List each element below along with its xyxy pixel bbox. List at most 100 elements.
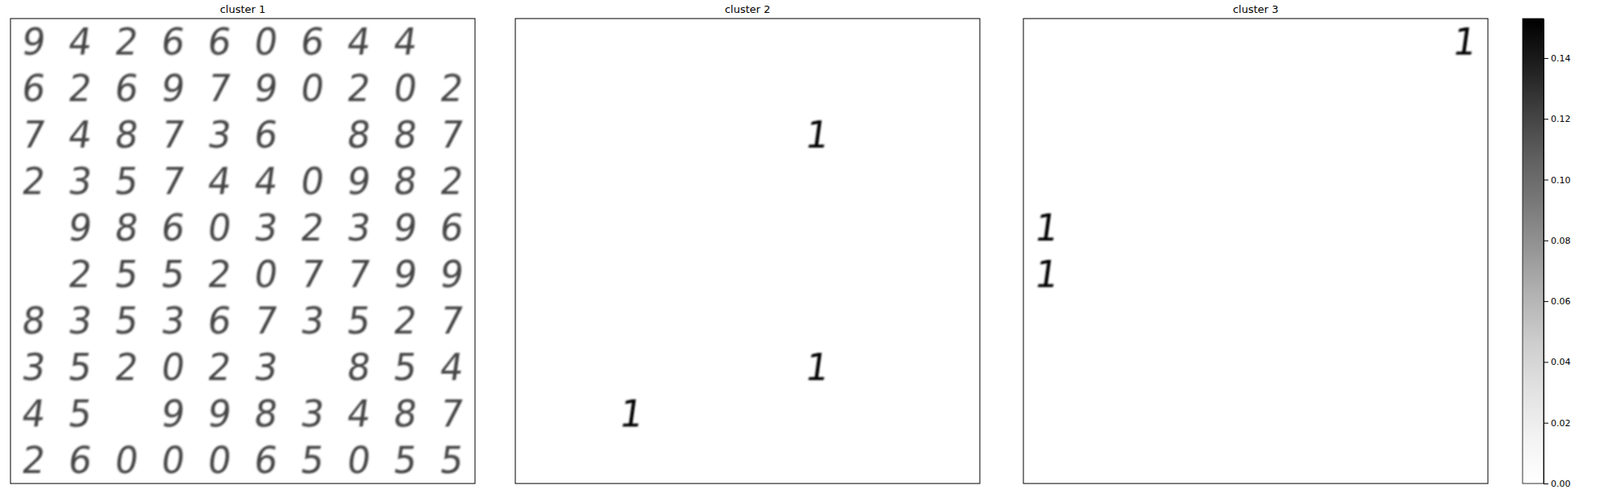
digit-cell: 7 — [204, 66, 234, 110]
digit-cell: 8 — [112, 206, 142, 250]
digit-cell: 3 — [251, 345, 281, 389]
digit-cell: 8 — [112, 113, 142, 157]
digit-cell: 7 — [251, 299, 281, 342]
digit-cell: 6 — [251, 113, 281, 157]
digit-cell: 9 — [19, 20, 49, 63]
digit-cell: 2 — [112, 20, 142, 63]
digit-cell: 2 — [112, 345, 142, 389]
digit-cell: 4 — [391, 20, 421, 63]
digit-cell: 0 — [112, 438, 142, 482]
colorbar-tick: 0.14 — [1543, 53, 1571, 64]
digit-cell: 9 — [158, 66, 188, 110]
digit-cell: 9 — [251, 66, 281, 110]
digit-cell: 4 — [251, 159, 281, 203]
tick-label: 0.04 — [1550, 356, 1571, 367]
digit-cell: 8 — [391, 159, 421, 203]
digit-cell: 7 — [437, 113, 467, 157]
panel-frame — [1023, 18, 1488, 484]
digit-cell: 0 — [158, 438, 188, 482]
digit-cell: 2 — [19, 159, 49, 203]
colorbar-tick: 0.02 — [1543, 417, 1571, 429]
digit-cell: 9 — [391, 252, 421, 296]
digit-cell: 7 — [297, 252, 327, 296]
digit-cell: 0 — [158, 345, 188, 389]
digit-cell: 3 — [297, 299, 327, 342]
colorbar-tick: 0.12 — [1543, 113, 1571, 125]
digit-cell: 8 — [391, 391, 421, 435]
digit-cell: 6 — [204, 20, 234, 63]
digit-cell: 6 — [112, 66, 142, 110]
digit-cell: 9 — [65, 206, 95, 250]
digit-cell: 0 — [204, 438, 234, 482]
digit-cell: 0 — [297, 159, 327, 203]
tick-label: 0.12 — [1550, 113, 1571, 125]
digit-cell: 0 — [344, 438, 374, 482]
digit-cell: 9 — [391, 206, 421, 250]
digit-cell: 9 — [158, 391, 188, 435]
digit-cell: 9 — [204, 391, 234, 435]
digit-cell: 7 — [437, 299, 467, 342]
digit-cell: 6 — [297, 20, 327, 63]
tick-mark — [1543, 422, 1549, 424]
digit-cell: 1 — [1032, 206, 1062, 250]
digit-cell: 6 — [158, 206, 188, 250]
panel-frame — [10, 18, 475, 484]
tick-mark — [1543, 179, 1549, 181]
chart: 9426606446269790202748736887235744098298… — [0, 0, 1600, 494]
digit-cell: 2 — [344, 66, 374, 110]
panel: 111 — [515, 18, 980, 484]
digit-cell: 8 — [19, 299, 49, 342]
digit-cell: 4 — [344, 391, 374, 435]
digit-cell: 2 — [204, 345, 234, 389]
cells: 111 — [616, 113, 832, 435]
digit-cell: 1 — [802, 345, 832, 389]
digit-cell: 2 — [437, 66, 467, 110]
digit-cell: 7 — [158, 159, 188, 203]
digit-cell: 1 — [616, 391, 646, 435]
digit-cell: 2 — [297, 206, 327, 250]
tick-mark — [1543, 361, 1549, 363]
digit-cell: 3 — [344, 206, 374, 250]
tick-label: 0.10 — [1550, 175, 1571, 186]
digit-cell: 5 — [112, 299, 142, 342]
digit-cell: 4 — [204, 159, 234, 203]
digit-cell: 7 — [437, 391, 467, 435]
digit-cell: 6 — [158, 20, 188, 63]
panel: 111 — [1023, 18, 1488, 484]
digit-cell: 2 — [204, 252, 234, 296]
tick-label: 0.14 — [1550, 53, 1571, 64]
tick-label: 0.00 — [1550, 478, 1571, 489]
digit-cell: 5 — [112, 252, 142, 296]
digit-cell: 5 — [391, 345, 421, 389]
digit-cell: 7 — [158, 113, 188, 157]
panel-title: cluster 1 — [220, 3, 267, 16]
digit-cell: 6 — [204, 299, 234, 342]
digit-cell: 3 — [204, 113, 234, 157]
panel-title: cluster 2 — [725, 3, 771, 16]
digit-cell: 5 — [437, 438, 467, 482]
tick-label: 0.02 — [1550, 417, 1571, 429]
digit-cell: 6 — [437, 206, 467, 250]
digit-cell: 1 — [1032, 252, 1062, 296]
digit-cell: 4 — [65, 20, 95, 63]
colorbar-tick: 0.06 — [1543, 295, 1571, 307]
digit-cell: 5 — [112, 159, 142, 203]
digit-cell: 9 — [437, 252, 467, 296]
tick-mark — [1543, 483, 1549, 484]
colorbar-axis: 0.000.020.040.060.080.100.120.14 — [1543, 19, 1571, 490]
cells: 111 — [1032, 20, 1480, 296]
tick-mark — [1543, 58, 1549, 59]
digit-cell: 0 — [391, 66, 421, 110]
digit-cell: 5 — [65, 345, 95, 389]
digit-cell: 8 — [391, 113, 421, 157]
digit-cell: 9 — [344, 159, 374, 203]
tick-mark — [1543, 300, 1549, 302]
digit-cell: 7 — [344, 252, 374, 296]
digit-cell: 8 — [344, 345, 374, 389]
colorbar — [1522, 18, 1544, 484]
digit-cell: 3 — [19, 345, 49, 389]
digit-cell: 3 — [297, 391, 327, 435]
digit-cell: 2 — [437, 159, 467, 203]
digit-cell: 5 — [158, 252, 188, 296]
digit-cell: 6 — [19, 66, 49, 110]
